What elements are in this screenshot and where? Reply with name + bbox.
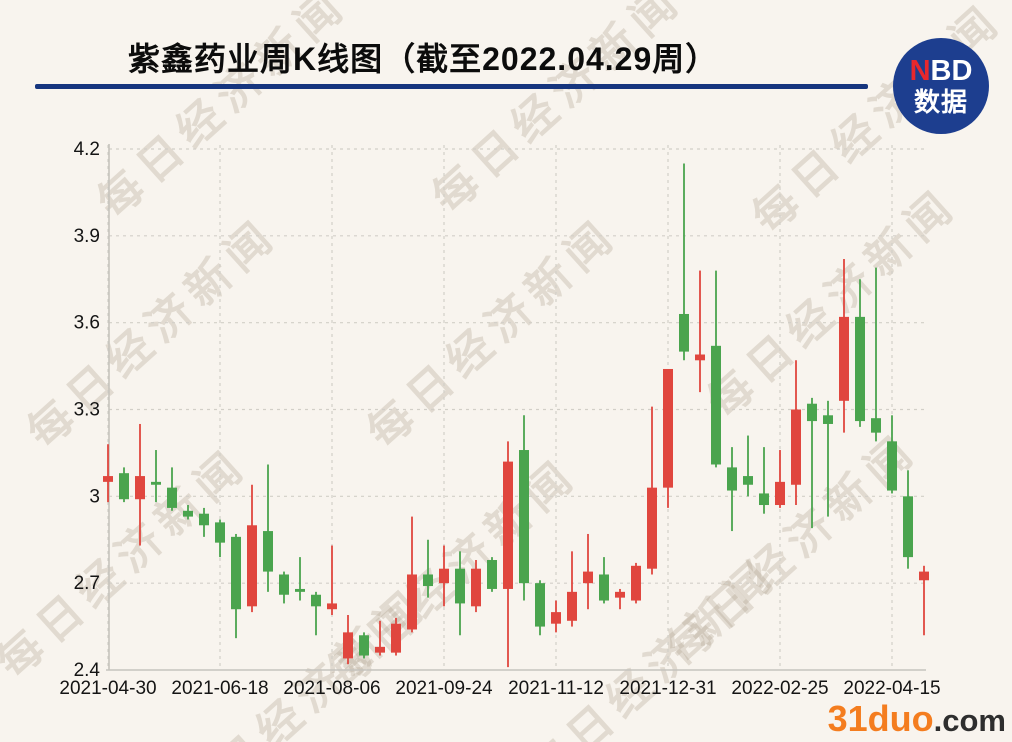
- candle-body: [455, 568, 465, 604]
- candle-body: [375, 646, 385, 653]
- x-tick-label: 2021-04-30: [59, 678, 156, 699]
- candle-body: [599, 574, 609, 601]
- x-tick-label: 2021-09-24: [395, 678, 493, 699]
- x-tick-label: 2021-12-31: [619, 678, 716, 699]
- candle-body: [615, 591, 625, 598]
- x-tick-label: 2021-08-06: [283, 678, 380, 699]
- candle-body: [391, 623, 401, 653]
- y-tick-label: 3.3: [74, 400, 100, 421]
- candle-body: [711, 345, 721, 465]
- x-tick-label: 2021-06-18: [171, 678, 268, 699]
- candle-body: [103, 476, 113, 482]
- candle-body: [535, 583, 545, 627]
- candle-body: [279, 574, 289, 595]
- candle-body: [247, 525, 257, 607]
- x-tick-label: 2022-02-25: [731, 678, 828, 699]
- candle-body: [471, 568, 481, 607]
- candle-body: [743, 476, 753, 485]
- candle-body: [919, 571, 929, 581]
- candle-body: [183, 510, 193, 517]
- candle-body: [759, 493, 769, 506]
- candle-body: [215, 522, 225, 543]
- page-title: 紫鑫药业周K线图（截至2022.04.29周）: [128, 41, 719, 77]
- candle-body: [663, 368, 673, 488]
- x-tick-label: 2022-04-15: [843, 678, 940, 699]
- nbd-logo-n: N: [909, 55, 931, 88]
- candle-body: [695, 354, 705, 361]
- y-tick-label: 2.4: [74, 660, 101, 681]
- y-tick-label: 2.7: [74, 573, 100, 594]
- candle-body: [119, 473, 129, 500]
- candle-body: [807, 403, 817, 422]
- candle-body: [823, 415, 833, 424]
- y-tick-label: 3.9: [74, 226, 100, 247]
- site-watermark: 31duo.com: [828, 698, 1006, 740]
- candle-body: [871, 418, 881, 433]
- candle-body: [679, 313, 689, 352]
- candle-body: [231, 536, 241, 610]
- candle-body: [439, 568, 449, 584]
- y-tick-label: 4.2: [74, 139, 100, 160]
- candle-body: [791, 409, 801, 485]
- candle-body: [311, 594, 321, 607]
- candle-body: [647, 487, 657, 569]
- candle-body: [775, 481, 785, 506]
- candle-body: [295, 588, 305, 592]
- site-brand: 31duo: [827, 698, 934, 739]
- candle-body: [727, 467, 737, 491]
- candle-body: [135, 476, 145, 500]
- candle-body: [519, 450, 529, 584]
- candle-body: [903, 496, 913, 558]
- candle-body: [887, 441, 897, 491]
- nbd-logo: NBD 数据: [893, 38, 989, 134]
- candle-body: [327, 603, 337, 610]
- candle-body: [551, 612, 561, 624]
- x-tick-label: 2021-11-12: [508, 678, 604, 699]
- candle-body: [407, 574, 417, 630]
- candle-body: [839, 316, 849, 401]
- y-tick-label: 3: [89, 486, 100, 507]
- site-suffix: .com: [933, 703, 1006, 738]
- candle-body: [199, 513, 209, 526]
- nbd-logo-text: NBD: [910, 56, 973, 86]
- candle-body: [343, 632, 353, 659]
- candle-body: [567, 591, 577, 621]
- candle-body: [503, 461, 513, 589]
- candle-body: [423, 574, 433, 587]
- candle-body: [631, 565, 641, 601]
- y-tick-label: 3.6: [74, 313, 100, 334]
- candle-body: [583, 571, 593, 584]
- candle-body: [167, 487, 177, 508]
- candle-body: [487, 560, 497, 589]
- nbd-logo-bd: BD: [930, 55, 973, 88]
- nbd-logo-line2: 数据: [913, 86, 968, 117]
- candle-body: [855, 316, 865, 422]
- candle-body: [359, 635, 369, 656]
- candle-body: [263, 531, 273, 572]
- candle-body: [151, 481, 161, 485]
- title-divider: [35, 84, 868, 89]
